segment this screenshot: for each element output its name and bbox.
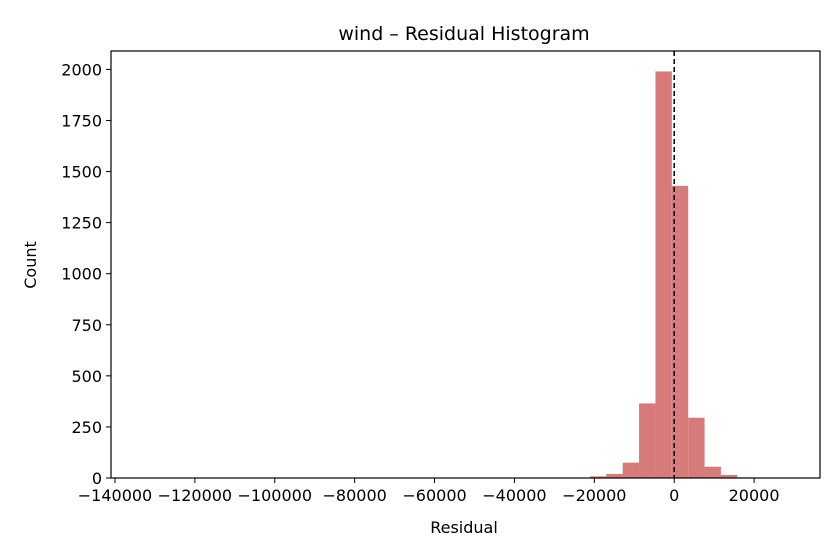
y-axis-ticks: 0 250 500 750 1000 1250 1500 1750 2000 [61, 60, 111, 488]
bars-group [557, 71, 771, 479]
y-tick-label: 1000 [61, 265, 102, 284]
chart-title: wind – Residual Histogram [338, 23, 589, 45]
y-tick-label: 0 [92, 469, 102, 488]
histogram-bar [704, 466, 721, 478]
y-tick-label: 750 [71, 316, 102, 335]
x-tick-label: −140000 [78, 486, 152, 505]
histogram-bar [688, 417, 705, 478]
x-tick-label: 20000 [729, 486, 780, 505]
histogram-bar [720, 474, 738, 478]
y-tick-label: 2000 [61, 60, 102, 79]
histogram-bar [655, 71, 672, 479]
y-axis-label: Count [21, 241, 40, 289]
y-tick-label: 250 [71, 418, 102, 437]
y-tick-label: 500 [71, 367, 102, 386]
x-tick-label: −60000 [402, 486, 466, 505]
histogram-bar [589, 476, 607, 478]
x-axis-label: Residual [430, 518, 498, 537]
histogram-bar [606, 473, 623, 478]
y-tick-label: 1500 [61, 163, 102, 182]
x-tick-label: −20000 [562, 486, 626, 505]
y-tick-label: 1250 [61, 214, 102, 233]
histogram-bar [671, 185, 689, 478]
plot-frame [110, 50, 821, 479]
x-tick-label: 0 [669, 486, 679, 505]
x-tick-label: −40000 [482, 486, 546, 505]
x-axis-ticks: −140000 −120000 −100000 −80000 −60000 −40000−… [78, 478, 780, 505]
histogram-bar [639, 403, 656, 478]
histogram-bar [622, 462, 640, 478]
x-tick-label: −120000 [158, 486, 232, 505]
x-tick-label: −100000 [238, 486, 312, 505]
x-tick-label: −80000 [323, 486, 387, 505]
y-tick-label: 1750 [61, 111, 102, 130]
